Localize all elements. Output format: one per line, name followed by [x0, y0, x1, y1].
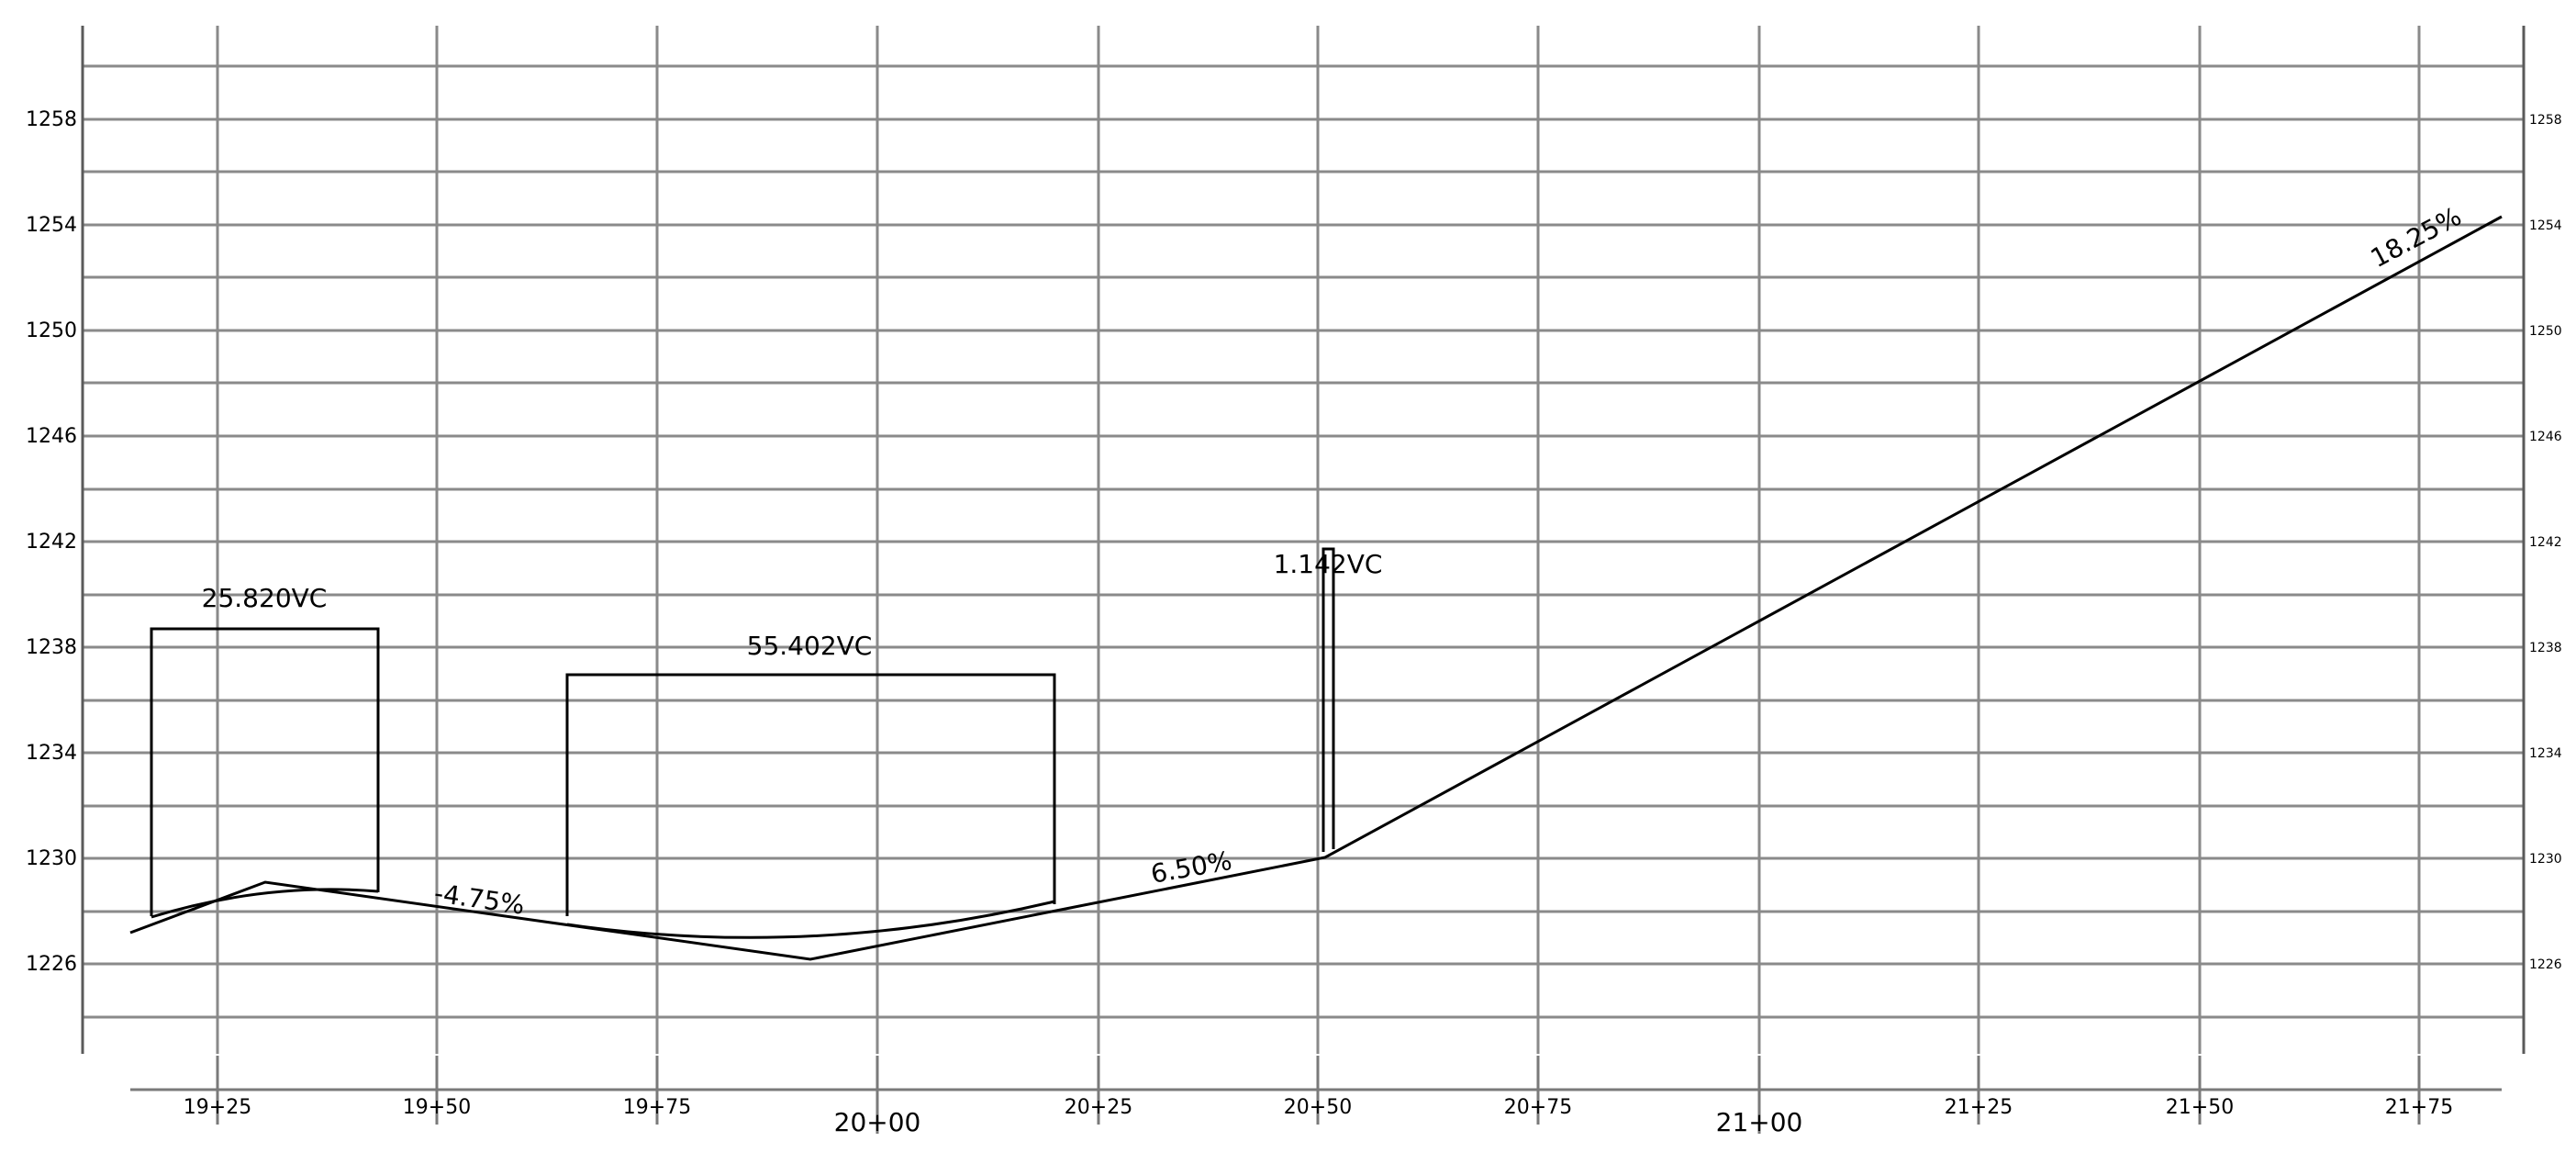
profile-tangent-line [129, 215, 2503, 961]
vertical-curve-25-820 [151, 888, 379, 919]
elevation-label-right: 1230 [2529, 852, 2562, 867]
station-label: 21+50 [2166, 1096, 2234, 1119]
elevation-label-left: 1246 [26, 425, 77, 448]
station-labels: 19+25 19+50 19+75 20+00 20+25 20+50 20+7… [184, 1096, 2453, 1137]
elevation-label-left: 1234 [26, 742, 77, 765]
elevation-label-right: 1254 [2529, 218, 2562, 233]
station-ticks [216, 1056, 2421, 1134]
station-label: 20+50 [1284, 1096, 1352, 1119]
station-label-major: 21+00 [1716, 1107, 1803, 1137]
station-label: 19+50 [403, 1096, 471, 1119]
elevation-label-right: 1238 [2529, 641, 2562, 655]
vc-label-1-142: 1.142VC [1274, 549, 1383, 579]
grade-label-negative-4-75: -4.75% [432, 878, 527, 920]
vertical-grid [216, 26, 2421, 1054]
elevation-label-right: 1246 [2529, 430, 2562, 444]
elevation-label-right: 1258 [2529, 113, 2562, 128]
right-elevation-labels: 1258 1254 1250 1246 1242 1238 1234 1230 … [2529, 113, 2562, 972]
elevation-label-left: 1258 [26, 108, 77, 131]
vc-bracket-25-820 [150, 627, 380, 916]
station-label: 20+75 [1504, 1096, 1572, 1119]
elevation-label-right: 1234 [2529, 746, 2562, 761]
vc-label-25-820: 25.820VC [202, 583, 328, 613]
station-label: 21+75 [2385, 1096, 2453, 1119]
vc-label-55-402: 55.402VC [747, 631, 873, 661]
elevation-label-right: 1250 [2529, 324, 2562, 339]
elevation-label-left: 1250 [26, 319, 77, 342]
elevation-label-left: 1226 [26, 953, 77, 976]
station-label: 19+75 [623, 1096, 691, 1119]
vertical-curve-55-402 [566, 900, 1055, 939]
station-label-major: 20+00 [834, 1107, 921, 1137]
horizontal-grid [83, 64, 2524, 1019]
vertical-curve-brackets [150, 547, 1335, 916]
station-label: 19+25 [184, 1096, 251, 1119]
vc-bracket-1-142 [1321, 547, 1335, 852]
elevation-label-left: 1254 [26, 214, 77, 237]
elevation-label-right: 1226 [2529, 957, 2562, 972]
elevation-label-left: 1238 [26, 636, 77, 659]
elevation-label-left: 1230 [26, 847, 77, 870]
station-label: 20+25 [1065, 1096, 1132, 1119]
elevation-label-left: 1242 [26, 531, 77, 554]
station-label: 21+25 [1945, 1096, 2013, 1119]
vc-bracket-55-402 [565, 673, 1056, 916]
elevation-label-right: 1242 [2529, 535, 2562, 550]
left-elevation-labels: 1258 1254 1250 1246 1242 1238 1234 1230 … [26, 108, 77, 976]
